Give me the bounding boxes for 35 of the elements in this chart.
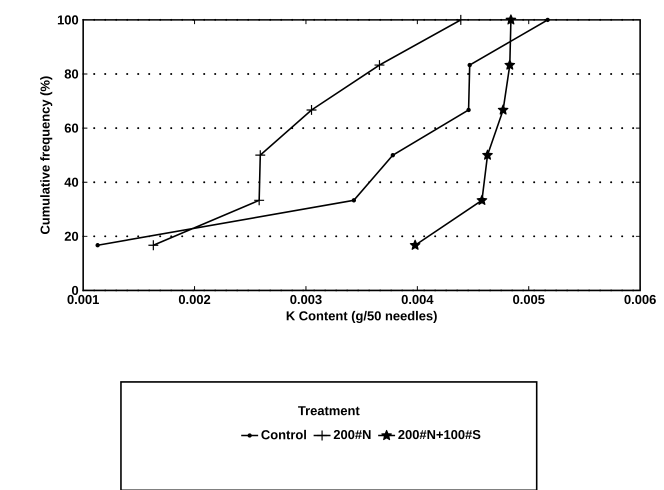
point bbox=[410, 240, 420, 250]
legend-label: 200#N+100#S bbox=[398, 430, 480, 440]
point bbox=[482, 149, 493, 160]
y-tick-label: 40 bbox=[64, 177, 78, 187]
y-tick-label: 80 bbox=[64, 69, 78, 78]
x-tick-label: 0.001 bbox=[68, 294, 99, 304]
point bbox=[504, 59, 516, 70]
x-tick-label: 0.002 bbox=[178, 294, 210, 304]
x-tick-label: 0.005 bbox=[513, 294, 545, 304]
point bbox=[95, 242, 100, 248]
point bbox=[306, 104, 318, 116]
y-axis-title: Cumulative frequency (%) bbox=[40, 76, 52, 234]
legend-label: 200#N bbox=[334, 430, 371, 440]
x-tick-label: 0.006 bbox=[624, 294, 656, 304]
point bbox=[498, 104, 508, 114]
x-tick-label: 0.004 bbox=[402, 294, 434, 304]
point bbox=[254, 149, 266, 161]
legend-title: Treatment bbox=[298, 406, 360, 416]
y-tick-label: 20 bbox=[64, 232, 78, 241]
point bbox=[390, 152, 396, 158]
point bbox=[455, 14, 466, 26]
x-axis-title: K Content (g/50 needles) bbox=[286, 310, 437, 323]
point bbox=[468, 62, 472, 68]
point bbox=[466, 108, 471, 112]
point bbox=[545, 18, 550, 22]
point bbox=[148, 240, 159, 251]
point bbox=[476, 194, 488, 205]
point bbox=[506, 14, 516, 24]
y-tick-label: 100 bbox=[58, 15, 78, 24]
point bbox=[374, 59, 386, 70]
x-tick-label: 0.003 bbox=[290, 294, 322, 304]
legend-label: Control bbox=[261, 430, 306, 440]
y-tick-label: 0 bbox=[72, 286, 78, 295]
y-tick-label: 60 bbox=[64, 123, 78, 133]
point bbox=[352, 198, 356, 202]
